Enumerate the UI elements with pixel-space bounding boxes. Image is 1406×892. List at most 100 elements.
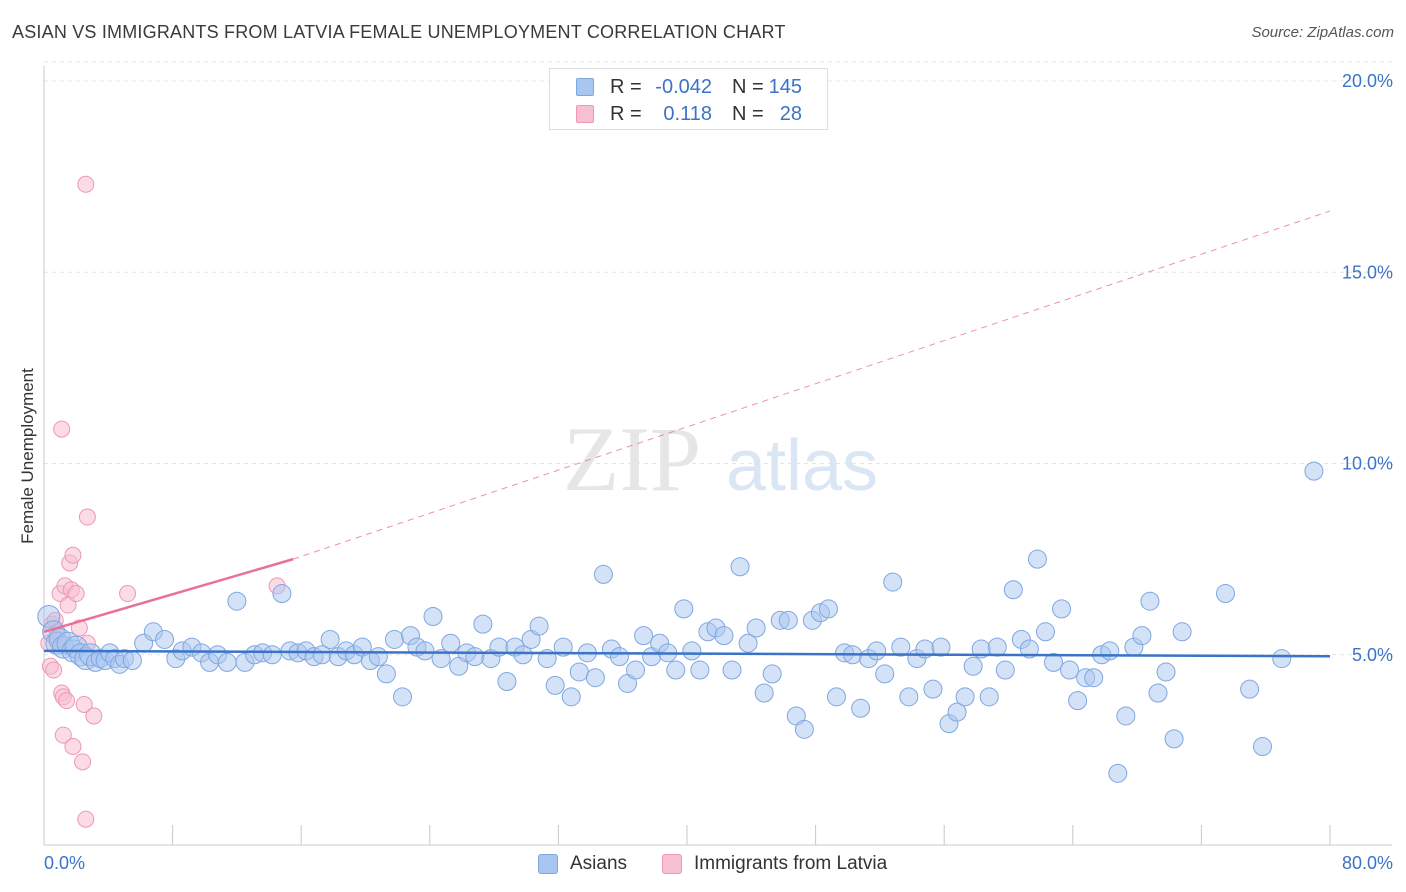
latvia-trend-line bbox=[43, 557, 294, 633]
grid-lines bbox=[44, 61, 1392, 656]
asian-point bbox=[730, 557, 750, 577]
asian-point bbox=[585, 668, 605, 688]
asian-point bbox=[666, 660, 686, 680]
asian-point bbox=[423, 607, 443, 626]
asian-point bbox=[122, 650, 142, 670]
asian-point bbox=[1116, 706, 1136, 726]
asian-point bbox=[851, 698, 871, 718]
asian-point bbox=[875, 664, 895, 684]
correlation-legend: R = -0.042 N = 145 R = 0.118 N = 28 bbox=[549, 68, 828, 130]
asian-point bbox=[1108, 763, 1128, 783]
asian-point bbox=[227, 591, 247, 611]
asian-point bbox=[513, 645, 533, 665]
asian-point bbox=[987, 637, 1007, 657]
asian-point bbox=[1164, 729, 1184, 749]
legend-r-label: R = bbox=[610, 76, 642, 98]
y-tick-labels: 5.0% 10.0% 15.0% 20.0% bbox=[1342, 71, 1393, 665]
asian-point bbox=[1068, 691, 1088, 711]
watermark-zip: ZIP bbox=[563, 408, 701, 510]
latvia-point bbox=[77, 810, 95, 828]
asian-point bbox=[1172, 622, 1192, 642]
latvia-point bbox=[53, 420, 71, 438]
asian-point bbox=[1035, 622, 1055, 642]
asian-point bbox=[931, 637, 951, 657]
asian-point bbox=[762, 664, 782, 684]
asian-point bbox=[754, 683, 774, 703]
y-tick-label: 5.0% bbox=[1352, 645, 1393, 665]
asian-point bbox=[1156, 662, 1176, 682]
asian-point bbox=[1019, 639, 1039, 659]
asian-point bbox=[634, 626, 654, 646]
asian-point bbox=[979, 687, 999, 707]
latvia-point bbox=[54, 726, 72, 744]
asian-point bbox=[883, 572, 903, 592]
latvia-point bbox=[70, 619, 88, 637]
asian-point bbox=[415, 641, 435, 661]
asian-point bbox=[1027, 549, 1047, 569]
asian-trend-line bbox=[43, 649, 1331, 658]
asian-points bbox=[37, 461, 1324, 783]
legend-n-label: N = bbox=[732, 103, 764, 125]
asian-point bbox=[626, 660, 646, 680]
asian-point bbox=[947, 702, 967, 722]
x-tick-labels: 0.0% 80.0% bbox=[44, 853, 1393, 873]
asian-point bbox=[1140, 591, 1160, 611]
legend-n-value: 145 bbox=[768, 76, 802, 98]
asian-point bbox=[1100, 641, 1120, 661]
asian-point bbox=[545, 675, 565, 695]
asian-point bbox=[963, 656, 983, 676]
watermark-atlas: atlas bbox=[726, 426, 878, 506]
latvia-point bbox=[45, 661, 63, 679]
latvia-points bbox=[40, 175, 286, 828]
asian-point bbox=[272, 584, 292, 604]
asian-point bbox=[867, 641, 887, 661]
asian-point bbox=[1240, 679, 1260, 699]
asian-point bbox=[1252, 737, 1272, 757]
asian-point bbox=[690, 660, 710, 680]
latvia-trend-extension bbox=[293, 210, 1331, 560]
asian-point bbox=[384, 629, 404, 649]
chart-title: ASIAN VS IMMIGRANTS FROM LATVIA FEMALE U… bbox=[12, 22, 786, 42]
asian-point bbox=[569, 662, 589, 682]
asian-point bbox=[561, 687, 581, 707]
series-legend: Asians Immigrants from Latvia bbox=[0, 852, 1406, 878]
asian-point bbox=[368, 647, 388, 667]
asian-point bbox=[217, 652, 237, 672]
asian-point bbox=[1060, 660, 1080, 680]
asian-point bbox=[262, 645, 282, 665]
asian-point bbox=[1216, 584, 1236, 604]
latvia-point bbox=[119, 585, 137, 603]
legend-swatch-latvia bbox=[576, 105, 594, 123]
latvia-point bbox=[64, 738, 82, 756]
y-tick-label: 10.0% bbox=[1342, 454, 1393, 474]
y-axis-title: Female Unemployment bbox=[18, 368, 37, 544]
latvia-point bbox=[64, 546, 82, 564]
asian-point bbox=[1148, 683, 1168, 703]
legend-row-latvia: R = 0.118 N = 28 bbox=[550, 101, 827, 127]
asian-point bbox=[722, 660, 742, 680]
asian-point bbox=[682, 641, 702, 661]
asian-point bbox=[155, 629, 175, 649]
legend-row-asians: R = -0.042 N = 145 bbox=[550, 74, 827, 100]
asian-point bbox=[818, 599, 838, 619]
asian-point bbox=[320, 629, 340, 649]
series-swatch-latvia bbox=[662, 854, 682, 874]
watermark: ZIP atlas bbox=[563, 408, 878, 510]
asian-point bbox=[955, 687, 975, 707]
asian-point bbox=[891, 637, 911, 657]
x-tick-label: 80.0% bbox=[1342, 853, 1393, 873]
asian-point bbox=[794, 719, 814, 739]
trend-lines bbox=[43, 210, 1331, 658]
asian-point bbox=[553, 637, 573, 657]
latvia-point bbox=[74, 753, 92, 771]
legend-r-value: 0.118 bbox=[663, 103, 712, 125]
asian-point bbox=[1003, 580, 1023, 600]
axes bbox=[43, 66, 1392, 846]
asian-point bbox=[1132, 626, 1152, 646]
y-tick-label: 15.0% bbox=[1342, 262, 1393, 282]
legend-n-value: 28 bbox=[779, 103, 802, 125]
legend-swatch-asians bbox=[576, 78, 594, 96]
asian-point bbox=[1304, 461, 1324, 481]
asian-point bbox=[746, 618, 766, 638]
